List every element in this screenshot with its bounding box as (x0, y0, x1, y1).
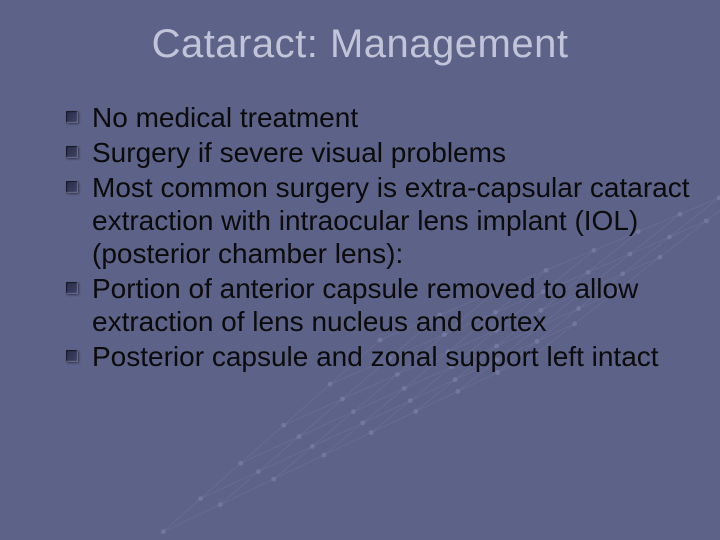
bullet-item: Most common surgery is extra-capsular ca… (72, 171, 692, 270)
bullet-item: Surgery if severe visual problems (72, 136, 692, 169)
slide: Cataract: Management No medical treatmen… (0, 0, 720, 540)
bullet-list: No medical treatment Surgery if severe v… (28, 101, 692, 373)
bullet-item: No medical treatment (72, 101, 692, 134)
bullet-item: Portion of anterior capsule removed to a… (72, 272, 692, 338)
bullet-item: Posterior capsule and zonal support left… (72, 340, 692, 373)
slide-title: Cataract: Management (28, 22, 692, 67)
